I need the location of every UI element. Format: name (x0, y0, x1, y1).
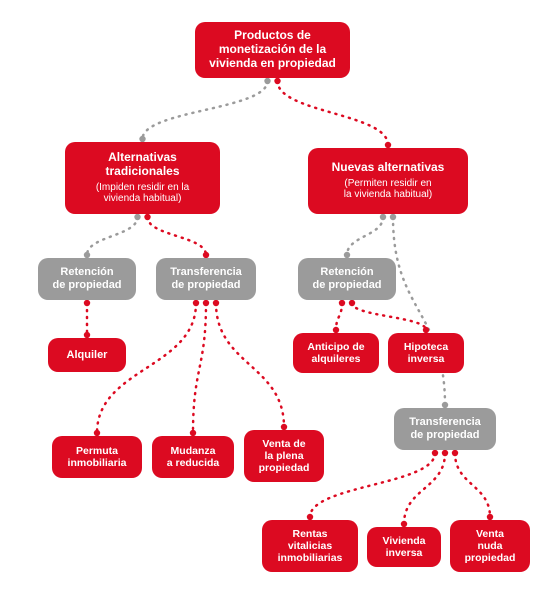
edge-trans1-mud (193, 303, 206, 433)
node-label: Nuevas alternativas (332, 161, 445, 175)
node-label: Productos demonetización de lavivienda e… (209, 29, 336, 70)
node-label: Anticipo dealquileres (307, 341, 364, 365)
edge-dot (452, 450, 458, 456)
node-label: Hipotecainversa (404, 341, 448, 365)
node-label: Rentasvitaliciasinmobiliarias (278, 528, 343, 564)
node-label: Mudanzaa reducida (167, 445, 220, 469)
edge-trans2-rentas (310, 453, 435, 517)
node-vivinv: Viviendainversa (367, 527, 441, 567)
edge-dot (203, 300, 209, 306)
edge-dot (144, 214, 150, 220)
edge-trans1-venta (216, 303, 284, 427)
edge-dot (134, 214, 140, 220)
node-label: Transferenciade propiedad (170, 266, 242, 291)
edge-nuevas-ret2 (347, 217, 383, 255)
node-label: Venta dela plenapropiedad (259, 438, 310, 474)
edge-dot (274, 78, 280, 84)
node-perm: Permutainmobiliaria (52, 436, 142, 478)
node-label: Viviendainversa (383, 535, 426, 559)
node-trans2: Transferenciade propiedad (394, 408, 496, 450)
edge-trans2-vivinv (404, 453, 445, 524)
edge-alt-ret1 (87, 217, 138, 255)
node-sublabel: (Impiden residir en lavivienda habitual) (96, 182, 189, 205)
node-hip: Hipotecainversa (388, 333, 464, 373)
edge-dot (339, 300, 345, 306)
node-label: Transferenciade propiedad (409, 416, 481, 441)
edge-dot (213, 300, 219, 306)
node-root: Productos demonetización de lavivienda e… (195, 22, 350, 78)
node-ret2: Retenciónde propiedad (298, 258, 396, 300)
edge-nuevas-trans2 (393, 217, 445, 405)
node-ret1: Retenciónde propiedad (38, 258, 136, 300)
edge-dot (349, 300, 355, 306)
edge-ret2-hip (352, 303, 426, 330)
node-label: Retenciónde propiedad (312, 266, 381, 291)
node-trans1: Transferenciade propiedad (156, 258, 256, 300)
edge-trans2-nuda (455, 453, 490, 517)
edge-root-alt (143, 81, 268, 139)
node-mud: Mudanzaa reducida (152, 436, 234, 478)
node-label: Ventanudapropiedad (465, 528, 516, 564)
node-nuda: Ventanudapropiedad (450, 520, 530, 572)
edge-ret2-ant (336, 303, 342, 330)
edge-alt-trans1 (148, 217, 207, 255)
node-ant: Anticipo dealquileres (293, 333, 379, 373)
node-label: Retenciónde propiedad (52, 266, 121, 291)
node-label: Alquiler (67, 349, 108, 362)
node-label: Alternativastradicionales (105, 151, 179, 179)
edge-dot (193, 300, 199, 306)
edge-dot (380, 214, 386, 220)
node-alt: Alternativastradicionales (Impiden residi… (65, 142, 220, 214)
edge-dot (442, 450, 448, 456)
node-alq: Alquiler (48, 338, 126, 372)
edge-dot (390, 214, 396, 220)
edge-dot (432, 450, 438, 456)
node-nuevas: Nuevas alternativas (Permiten residir enl… (308, 148, 468, 214)
node-label: Permutainmobiliaria (68, 445, 127, 469)
edge-dot (84, 300, 90, 306)
edge-root-nuevas (278, 81, 389, 145)
edge-dot (264, 78, 270, 84)
node-sublabel: (Permiten residir enla vivienda habitual… (344, 178, 432, 201)
node-venta: Venta dela plenapropiedad (244, 430, 324, 482)
node-rentas: Rentasvitaliciasinmobiliarias (262, 520, 358, 572)
